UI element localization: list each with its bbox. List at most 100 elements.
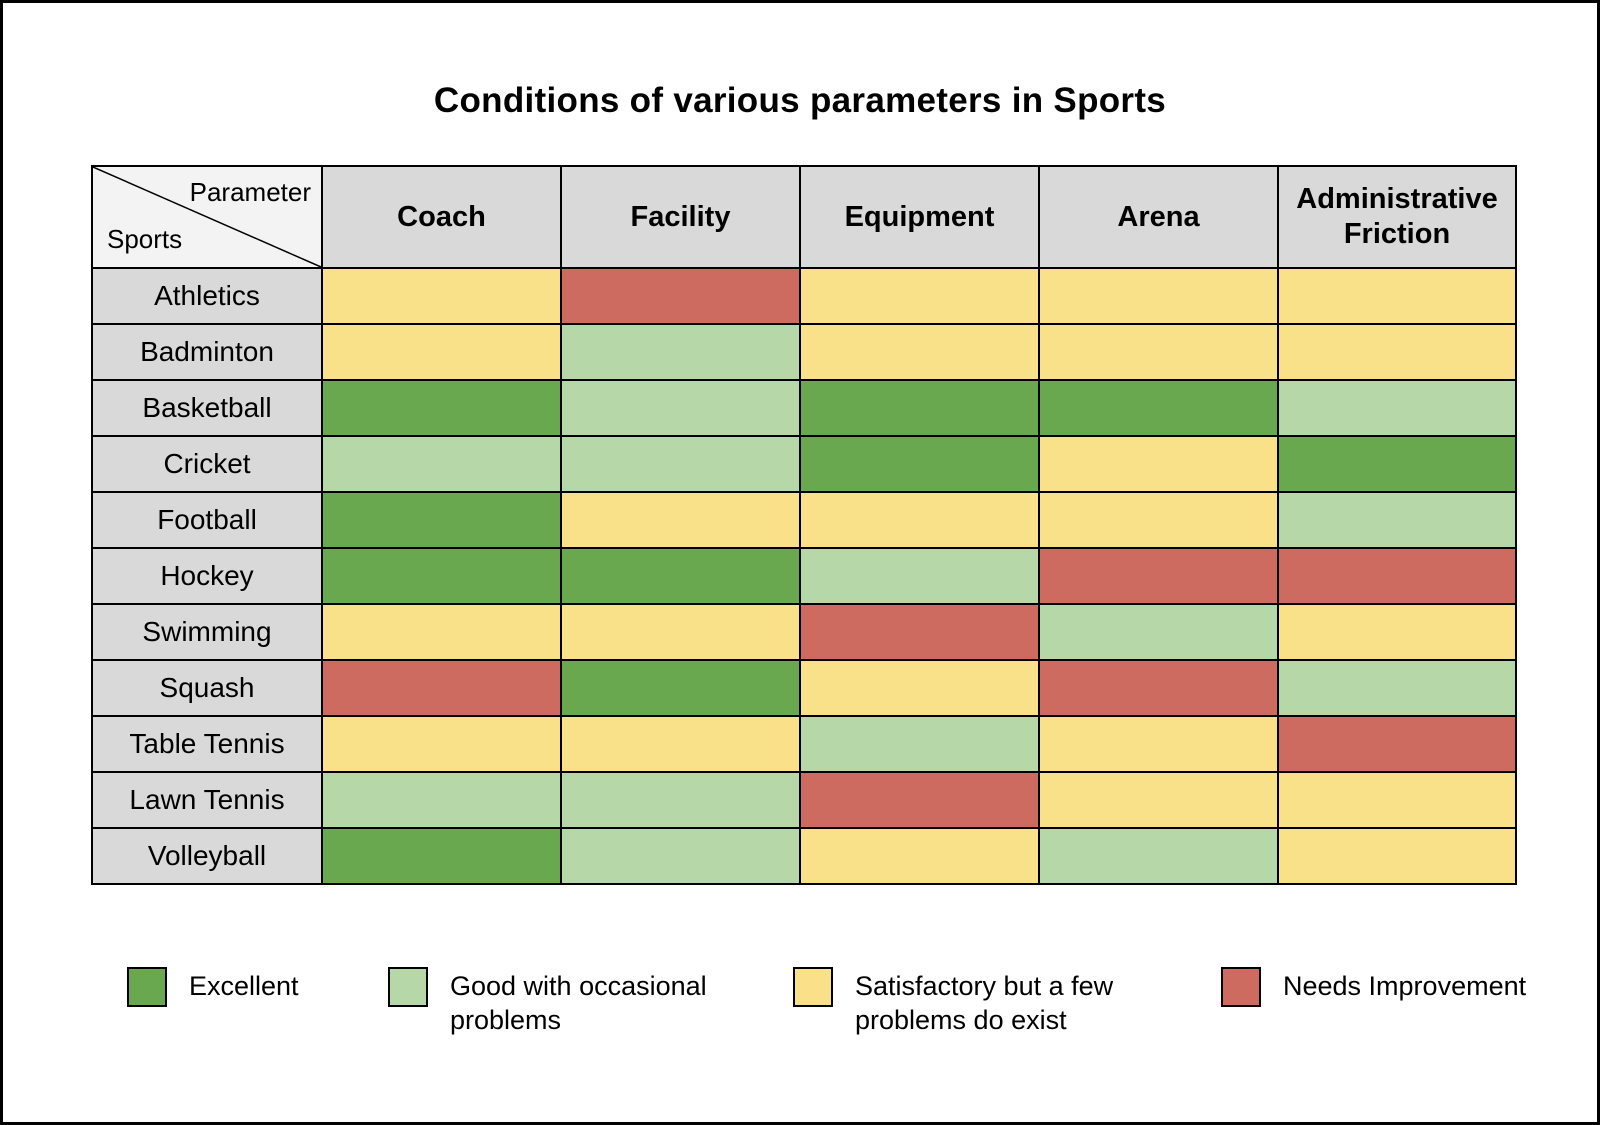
cell-cricket-coach — [321, 435, 562, 493]
cell-lawn-tennis-equipment — [799, 771, 1040, 829]
cell-lawn-tennis-administrative-friction — [1277, 771, 1517, 829]
cell-table-tennis-arena — [1038, 715, 1279, 773]
column-header-coach: Coach — [321, 165, 562, 269]
cell-badminton-arena — [1038, 323, 1279, 381]
corner-label-sports: Sports — [107, 224, 183, 254]
sport-label-swimming: Swimming — [91, 603, 323, 661]
cell-basketball-facility — [560, 379, 801, 437]
table-row-squash: Squash — [91, 659, 1517, 717]
sport-label-squash: Squash — [91, 659, 323, 717]
cell-squash-administrative-friction — [1277, 659, 1517, 717]
cell-swimming-equipment — [799, 603, 1040, 661]
sport-label-basketball: Basketball — [91, 379, 323, 437]
legend-item-satisfactory: Satisfactory but a few problems do exist — [793, 967, 1221, 1037]
cell-table-tennis-facility — [560, 715, 801, 773]
cell-swimming-administrative-friction — [1277, 603, 1517, 661]
cell-hockey-facility — [560, 547, 801, 605]
column-header-equipment: Equipment — [799, 165, 1040, 269]
diagonal-divider — [93, 167, 321, 267]
table-body: Athletics Badminton Basketball Cricket Footb… — [91, 267, 1517, 885]
corner-cell: Parameter Sports — [91, 165, 323, 269]
legend-swatch-needs — [1221, 967, 1261, 1007]
cell-squash-coach — [321, 659, 562, 717]
page-title: Conditions of various parameters in Spor… — [433, 81, 1167, 120]
cell-athletics-administrative-friction — [1277, 267, 1517, 325]
column-header-facility: Facility — [560, 165, 801, 269]
cell-basketball-equipment — [799, 379, 1040, 437]
cell-badminton-equipment — [799, 323, 1040, 381]
cell-swimming-coach — [321, 603, 562, 661]
cell-badminton-facility — [560, 323, 801, 381]
table-row-basketball: Basketball — [91, 379, 1517, 437]
sport-label-cricket: Cricket — [91, 435, 323, 493]
legend-label-needs: Needs Improvement — [1283, 971, 1527, 1001]
table-row-cricket: Cricket — [91, 435, 1517, 493]
cell-athletics-arena — [1038, 267, 1279, 325]
cell-table-tennis-administrative-friction — [1277, 715, 1517, 773]
cell-badminton-administrative-friction — [1277, 323, 1517, 381]
table-header: Parameter Sports Coach Facility Equipmen… — [91, 165, 1517, 269]
cell-football-arena — [1038, 491, 1279, 549]
sport-label-lawn-tennis: Lawn Tennis — [91, 771, 323, 829]
cell-badminton-coach — [321, 323, 562, 381]
cell-squash-arena — [1038, 659, 1279, 717]
sport-label-table-tennis: Table Tennis — [91, 715, 323, 773]
legend-item-good: Good with occasional problems — [388, 967, 793, 1037]
table-row-table-tennis: Table Tennis — [91, 715, 1517, 773]
cell-basketball-administrative-friction — [1277, 379, 1517, 437]
legend-label-satisfactory: Satisfactory but a few problems do exist — [855, 971, 1114, 1035]
cell-football-coach — [321, 491, 562, 549]
cell-volleyball-facility — [560, 827, 801, 885]
cell-squash-facility — [560, 659, 801, 717]
table-row-athletics: Athletics — [91, 267, 1517, 325]
cell-volleyball-arena — [1038, 827, 1279, 885]
cell-hockey-coach — [321, 547, 562, 605]
cell-lawn-tennis-facility — [560, 771, 801, 829]
legend-swatch-satisfactory — [793, 967, 833, 1007]
legend-swatch-good — [388, 967, 428, 1007]
cell-volleyball-administrative-friction — [1277, 827, 1517, 885]
table-row-volleyball: Volleyball — [91, 827, 1517, 885]
cell-football-facility — [560, 491, 801, 549]
cell-volleyball-equipment — [799, 827, 1040, 885]
sport-label-hockey: Hockey — [91, 547, 323, 605]
sport-label-athletics: Athletics — [91, 267, 323, 325]
cell-lawn-tennis-coach — [321, 771, 562, 829]
cell-football-administrative-friction — [1277, 491, 1517, 549]
cell-swimming-facility — [560, 603, 801, 661]
cell-hockey-equipment — [799, 547, 1040, 605]
legend-label-good: Good with occasional problems — [450, 971, 707, 1035]
cell-table-tennis-equipment — [799, 715, 1040, 773]
legend: Excellent Good with occasional problems Sa… — [3, 967, 1597, 1037]
table-row-lawn-tennis: Lawn Tennis — [91, 771, 1517, 829]
cell-cricket-equipment — [799, 435, 1040, 493]
cell-football-equipment — [799, 491, 1040, 549]
cell-volleyball-coach — [321, 827, 562, 885]
cell-cricket-arena — [1038, 435, 1279, 493]
column-header-administrative-friction: Administrative Friction — [1277, 165, 1517, 269]
cell-athletics-coach — [321, 267, 562, 325]
table-row-hockey: Hockey — [91, 547, 1517, 605]
legend-item-needs: Needs Improvement — [1221, 967, 1527, 1007]
cell-basketball-arena — [1038, 379, 1279, 437]
cell-cricket-administrative-friction — [1277, 435, 1517, 493]
header-row: Parameter Sports Coach Facility Equipmen… — [91, 165, 1517, 269]
conditions-table: Parameter Sports Coach Facility Equipmen… — [91, 165, 1517, 885]
cell-swimming-arena — [1038, 603, 1279, 661]
cell-squash-equipment — [799, 659, 1040, 717]
corner-label-parameter: Parameter — [189, 177, 311, 207]
legend-swatch-excellent — [127, 967, 167, 1007]
sport-label-badminton: Badminton — [91, 323, 323, 381]
sport-label-football: Football — [91, 491, 323, 549]
cell-cricket-facility — [560, 435, 801, 493]
table-row-badminton: Badminton — [91, 323, 1517, 381]
cell-basketball-coach — [321, 379, 562, 437]
sport-label-volleyball: Volleyball — [91, 827, 323, 885]
table-row-swimming: Swimming — [91, 603, 1517, 661]
cell-athletics-equipment — [799, 267, 1040, 325]
cell-athletics-facility — [560, 267, 801, 325]
column-header-arena: Arena — [1038, 165, 1279, 269]
legend-label-excellent: Excellent — [189, 971, 299, 1001]
table-row-football: Football — [91, 491, 1517, 549]
